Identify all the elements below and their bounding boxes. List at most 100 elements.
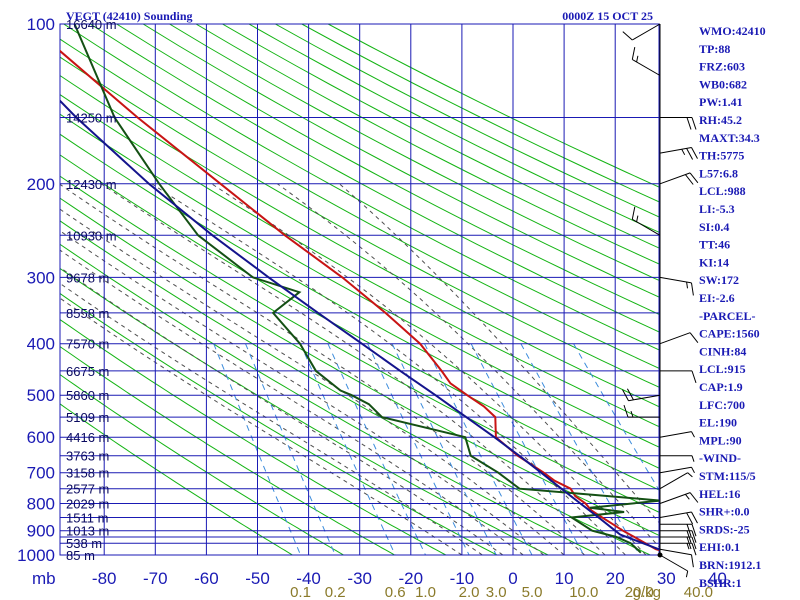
mixing-ratio-label: 3.0 (486, 584, 507, 600)
height-label: 8558 m (66, 306, 109, 321)
wind-barb (659, 332, 699, 345)
sounding-index: CINH:84 (699, 344, 746, 358)
pressure-tick-label: 200 (27, 175, 55, 194)
temperature-tick-label: 40 (708, 569, 727, 588)
pressure-tick-label: 900 (27, 522, 55, 541)
temperature-tick-label: 20 (606, 569, 625, 588)
wind-barb (659, 466, 695, 474)
wind-barb-staff (659, 472, 688, 490)
wind-barb-staff (632, 218, 661, 236)
mixing-ratio-label: 0.1 (290, 584, 311, 600)
height-label: 5860 m (66, 388, 109, 403)
sounding-indices: WMO:42410 TP:88 FRZ:603 WB0:682 PW:1.41 RH:45… (699, 24, 766, 590)
sounding-index: L57:6.8 (699, 166, 738, 180)
wind-barb-half-flag (691, 455, 695, 462)
wind-barb-half-flag (636, 215, 639, 222)
wind-barb-staff (659, 431, 692, 438)
wind-barb-half-flag (691, 466, 695, 474)
sounding-index: WB0:682 (699, 77, 747, 91)
wind-barb (659, 548, 694, 568)
height-label: 3763 m (66, 449, 109, 464)
wind-barb (631, 47, 661, 76)
wind-barb-flag (689, 492, 699, 503)
sounding-index: MAXT:34.3 (699, 131, 760, 145)
wind-barb-staff (659, 147, 692, 154)
wind-barb-flag (686, 536, 692, 550)
wind-barb-flag (686, 524, 692, 537)
sounding-index: LFC:700 (699, 398, 745, 412)
sounding-index: -WIND- (699, 451, 741, 465)
wind-barb-flag (626, 388, 634, 401)
sounding-index: LCL:915 (699, 362, 746, 376)
sounding-index: SW:172 (699, 273, 739, 287)
wind-barb (659, 472, 693, 490)
wind-barb-half-flag (691, 431, 695, 438)
wind-barb-staff (632, 59, 661, 76)
height-label: 7570 m (66, 337, 109, 352)
pressure-tick-label: 700 (27, 464, 55, 483)
height-label: 16640 m (66, 17, 117, 32)
wind-barb-half-flag (636, 55, 639, 63)
height-label: 14250 m (66, 111, 117, 126)
sounding-index: BSHR:1 (699, 576, 742, 590)
wind-barb (659, 554, 689, 578)
wind-barb-flag (691, 282, 694, 296)
wind-barb (659, 431, 695, 438)
height-label: 2029 m (66, 497, 109, 512)
sounding-index: CAPE:1560 (699, 327, 760, 341)
sounding-index: MPL:90 (699, 433, 742, 447)
sounding-index: KI:14 (699, 255, 729, 269)
wind-barb-staff (659, 511, 692, 518)
sounding-index: SI:0.4 (699, 220, 729, 234)
pressure-tick-label: 500 (27, 386, 55, 405)
wind-barb-half-flag (686, 281, 688, 289)
wind-barb (659, 276, 694, 296)
wind-barb-flag (691, 536, 697, 550)
wind-barb (622, 23, 661, 41)
mixing-ratio-label: 0.2 (325, 584, 346, 600)
series-dewpoint-line (73, 24, 659, 554)
sounding-index: SRDS:-25 (699, 522, 750, 536)
sounding-index: TT:46 (699, 238, 730, 252)
temperature-tick-label: -40 (296, 569, 321, 588)
sounding-index: -PARCEL- (699, 309, 755, 323)
temperature-tick-label: 10 (555, 569, 574, 588)
wind-barb (622, 388, 661, 402)
wind-barb (660, 117, 697, 130)
temperature-tick-label: -30 (347, 569, 372, 588)
wind-barb-flag (631, 206, 636, 220)
height-label: 4416 m (66, 430, 109, 445)
sounding-index: HEL:16 (699, 487, 740, 501)
wind-barb-flag (691, 147, 698, 159)
height-label: 12430 m (66, 177, 117, 192)
height-label: 2577 m (66, 482, 109, 497)
wind-barb-staff (659, 554, 688, 572)
pressure-tick-label: 400 (27, 335, 55, 354)
height-label: 1511 m (66, 511, 108, 526)
wind-barb (659, 172, 699, 185)
sounding-index: FRZ:603 (699, 60, 745, 74)
wind-barb (660, 530, 697, 543)
wind-barb-flag (686, 512, 694, 525)
sounding-index: SHR+:0.0 (699, 505, 750, 519)
pressure-unit-label: mb (32, 569, 56, 588)
wind-barb (659, 492, 699, 504)
wind-barb (660, 370, 697, 384)
wind-barb-staff (659, 548, 692, 556)
height-label: 1013 m (66, 524, 109, 539)
wind-barb-staff (659, 466, 692, 474)
wind-barb-flag (686, 117, 692, 130)
wind-barb-flag (691, 370, 697, 384)
temperature-tick-label: -20 (399, 569, 424, 588)
pressure-tick-label: 800 (27, 495, 55, 514)
mixing-ratio-label: 5.0 (522, 584, 543, 600)
mixing-ratio-label: 20.0 (625, 584, 654, 600)
temperature-tick-label: -50 (245, 569, 270, 588)
pressure-tick-label: 300 (27, 268, 55, 287)
wind-barb-half-flag (687, 472, 693, 478)
wind-barb (659, 511, 698, 525)
wind-barb-staff (659, 492, 691, 504)
wind-barb-half-flag (630, 410, 634, 418)
height-label: 538 m (66, 536, 102, 551)
